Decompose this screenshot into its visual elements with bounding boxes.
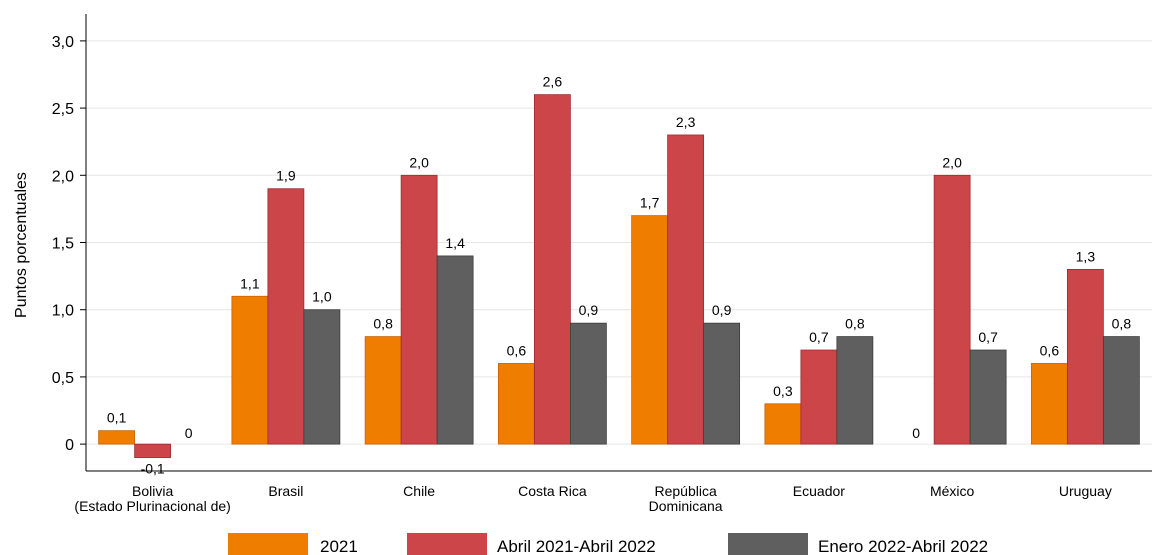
data-label: 1,3 — [1076, 248, 1096, 264]
data-label: 1,9 — [276, 168, 296, 184]
bar — [267, 188, 305, 445]
category-label: Chile — [403, 483, 435, 499]
data-label: 0,9 — [579, 302, 599, 318]
data-label: 0,8 — [845, 316, 865, 332]
y-tick-label: 0 — [65, 437, 74, 454]
legend-label: Enero 2022-Abril 2022 — [818, 537, 988, 555]
bar — [134, 443, 172, 458]
bar — [1030, 363, 1068, 445]
bar — [497, 363, 535, 445]
bar — [1102, 336, 1140, 445]
bar — [303, 309, 341, 445]
data-label: 1,4 — [445, 235, 465, 251]
category-label: México — [930, 483, 975, 499]
legend: 2021 Abril 2021-Abril 2022 Enero 2022-Abri… — [228, 533, 988, 555]
category-label: Ecuador — [793, 483, 845, 499]
bar — [800, 349, 838, 445]
data-label: 1,7 — [640, 195, 660, 211]
category-label: Bolivia (Estado Plurinacional de) — [74, 483, 230, 514]
data-label: 0,6 — [1040, 342, 1060, 358]
data-label: 2,0 — [409, 154, 429, 170]
category-label: Uruguay — [1059, 483, 1112, 499]
y-tick-label: 1,0 — [52, 303, 74, 320]
data-label: 1,1 — [240, 275, 260, 291]
legend-swatch — [728, 533, 808, 555]
legend-swatch — [228, 533, 308, 555]
bar — [933, 174, 971, 445]
bar — [364, 336, 402, 445]
bar — [231, 295, 269, 445]
y-tick-label: 2,5 — [52, 101, 74, 118]
data-label: 0,8 — [373, 316, 393, 332]
data-label: 0 — [185, 425, 193, 441]
y-tick-label: 1,5 — [52, 236, 74, 253]
bar — [1066, 268, 1104, 445]
bar — [533, 94, 571, 445]
bar — [836, 336, 874, 445]
data-label: 0,7 — [809, 329, 829, 345]
bar — [764, 403, 802, 445]
data-label: -0,1 — [141, 461, 165, 477]
category-label: Costa Rica — [518, 483, 587, 499]
legend-label: 2021 — [320, 537, 358, 555]
data-label: 2,3 — [676, 114, 696, 130]
y-tick-label: 0,5 — [52, 370, 74, 387]
bar — [667, 134, 705, 445]
bar — [631, 215, 669, 445]
bar — [703, 322, 741, 445]
data-label: 0,8 — [1112, 316, 1132, 332]
category-label: Brasil — [268, 483, 303, 499]
data-label: 0,1 — [107, 410, 127, 426]
axes: 0 0,5 1,0 1,5 2,0 2,5 3,0 — [52, 14, 1152, 472]
category-labels: Bolivia (Estado Plurinacional de) Brasil Ch… — [74, 483, 1111, 514]
bar — [400, 174, 438, 445]
bar — [569, 322, 607, 445]
bar — [98, 430, 136, 445]
category-label: República Dominicana — [649, 483, 723, 514]
bar — [436, 255, 474, 445]
y-axis-title: Puntos porcentuales — [13, 172, 30, 318]
bars — [98, 94, 1140, 458]
data-label: 0,6 — [507, 342, 527, 358]
data-label: 2,6 — [543, 74, 563, 90]
data-label: 1,0 — [312, 289, 332, 305]
data-label: 0,3 — [773, 383, 793, 399]
bar — [969, 349, 1007, 445]
legend-swatch — [407, 533, 487, 555]
data-label: 2,0 — [942, 154, 962, 170]
data-label: 0,9 — [712, 302, 732, 318]
legend-label: Abril 2021-Abril 2022 — [497, 537, 656, 555]
y-tick-label: 2,0 — [52, 168, 74, 185]
data-label: 0,7 — [978, 329, 998, 345]
data-label: 0 — [912, 425, 920, 441]
data-labels: 0,1 -0,1 0 1,1 1,9 1,0 0,8 2,0 1,4 0,6 2,6 0,9 1,7 2,… — [107, 74, 1131, 477]
y-tick-label: 3,0 — [52, 34, 74, 51]
